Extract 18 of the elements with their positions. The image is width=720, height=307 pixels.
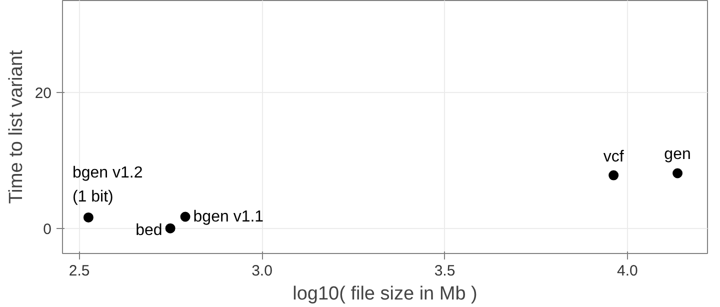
annotation: gen <box>664 146 691 164</box>
y-tick-label: 20 <box>34 84 52 102</box>
x-tick-label: 4.0 <box>617 262 638 280</box>
x-axis-title: log10( file size in Mb ) <box>292 284 478 304</box>
annotation: bed <box>136 222 162 239</box>
y-tick-label: 0 <box>43 220 52 238</box>
annotation: bgen v1.1 <box>193 208 264 226</box>
point <box>608 170 619 180</box>
point <box>672 168 683 178</box>
y-axis-title: Time to list variant <box>6 50 27 204</box>
annotation: bgen v1.2 (1 bit) <box>72 164 143 206</box>
x-tick-label: 3.0 <box>252 262 272 280</box>
point <box>165 223 176 234</box>
point <box>83 212 94 222</box>
x-tick-label: 3.5 <box>434 262 456 280</box>
point <box>180 212 190 222</box>
x-tick-label: 2.5 <box>68 262 90 280</box>
annotation: vcf <box>603 148 624 166</box>
